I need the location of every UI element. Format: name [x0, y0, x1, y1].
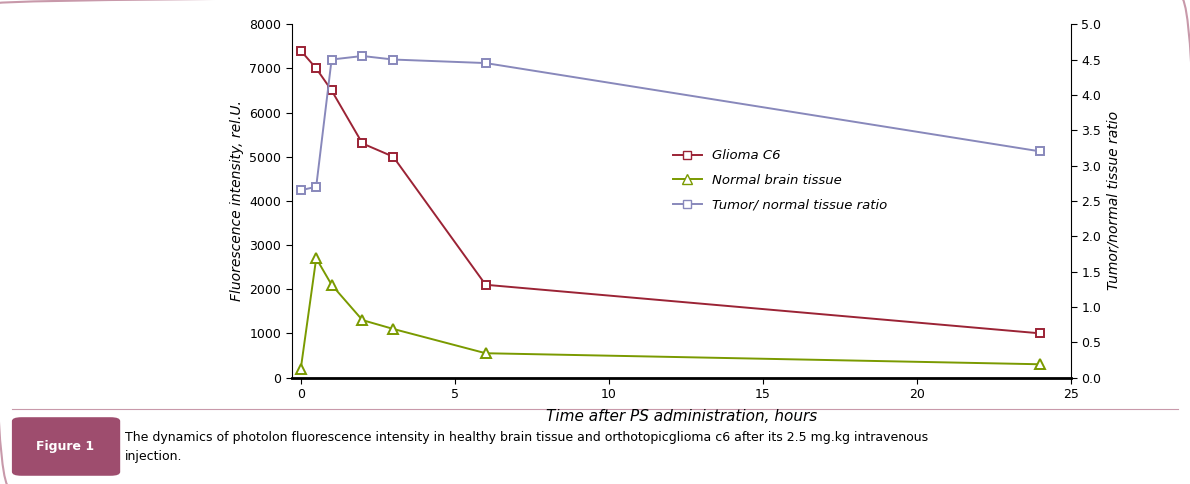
- Text: Figure 1: Figure 1: [37, 440, 94, 453]
- X-axis label: Time after PS administration, hours: Time after PS administration, hours: [546, 409, 816, 424]
- Legend: Glioma C6, Normal brain tissue, Tumor/ normal tissue ratio: Glioma C6, Normal brain tissue, Tumor/ n…: [668, 144, 892, 217]
- Y-axis label: Fluorescence intensity, rel.U.: Fluorescence intensity, rel.U.: [230, 100, 244, 302]
- FancyBboxPatch shape: [12, 417, 120, 476]
- Y-axis label: Tumor/normal tissue ratio: Tumor/normal tissue ratio: [1107, 111, 1121, 290]
- Text: The dynamics of photolon fluorescence intensity in healthy brain tissue and orth: The dynamics of photolon fluorescence in…: [125, 431, 928, 463]
